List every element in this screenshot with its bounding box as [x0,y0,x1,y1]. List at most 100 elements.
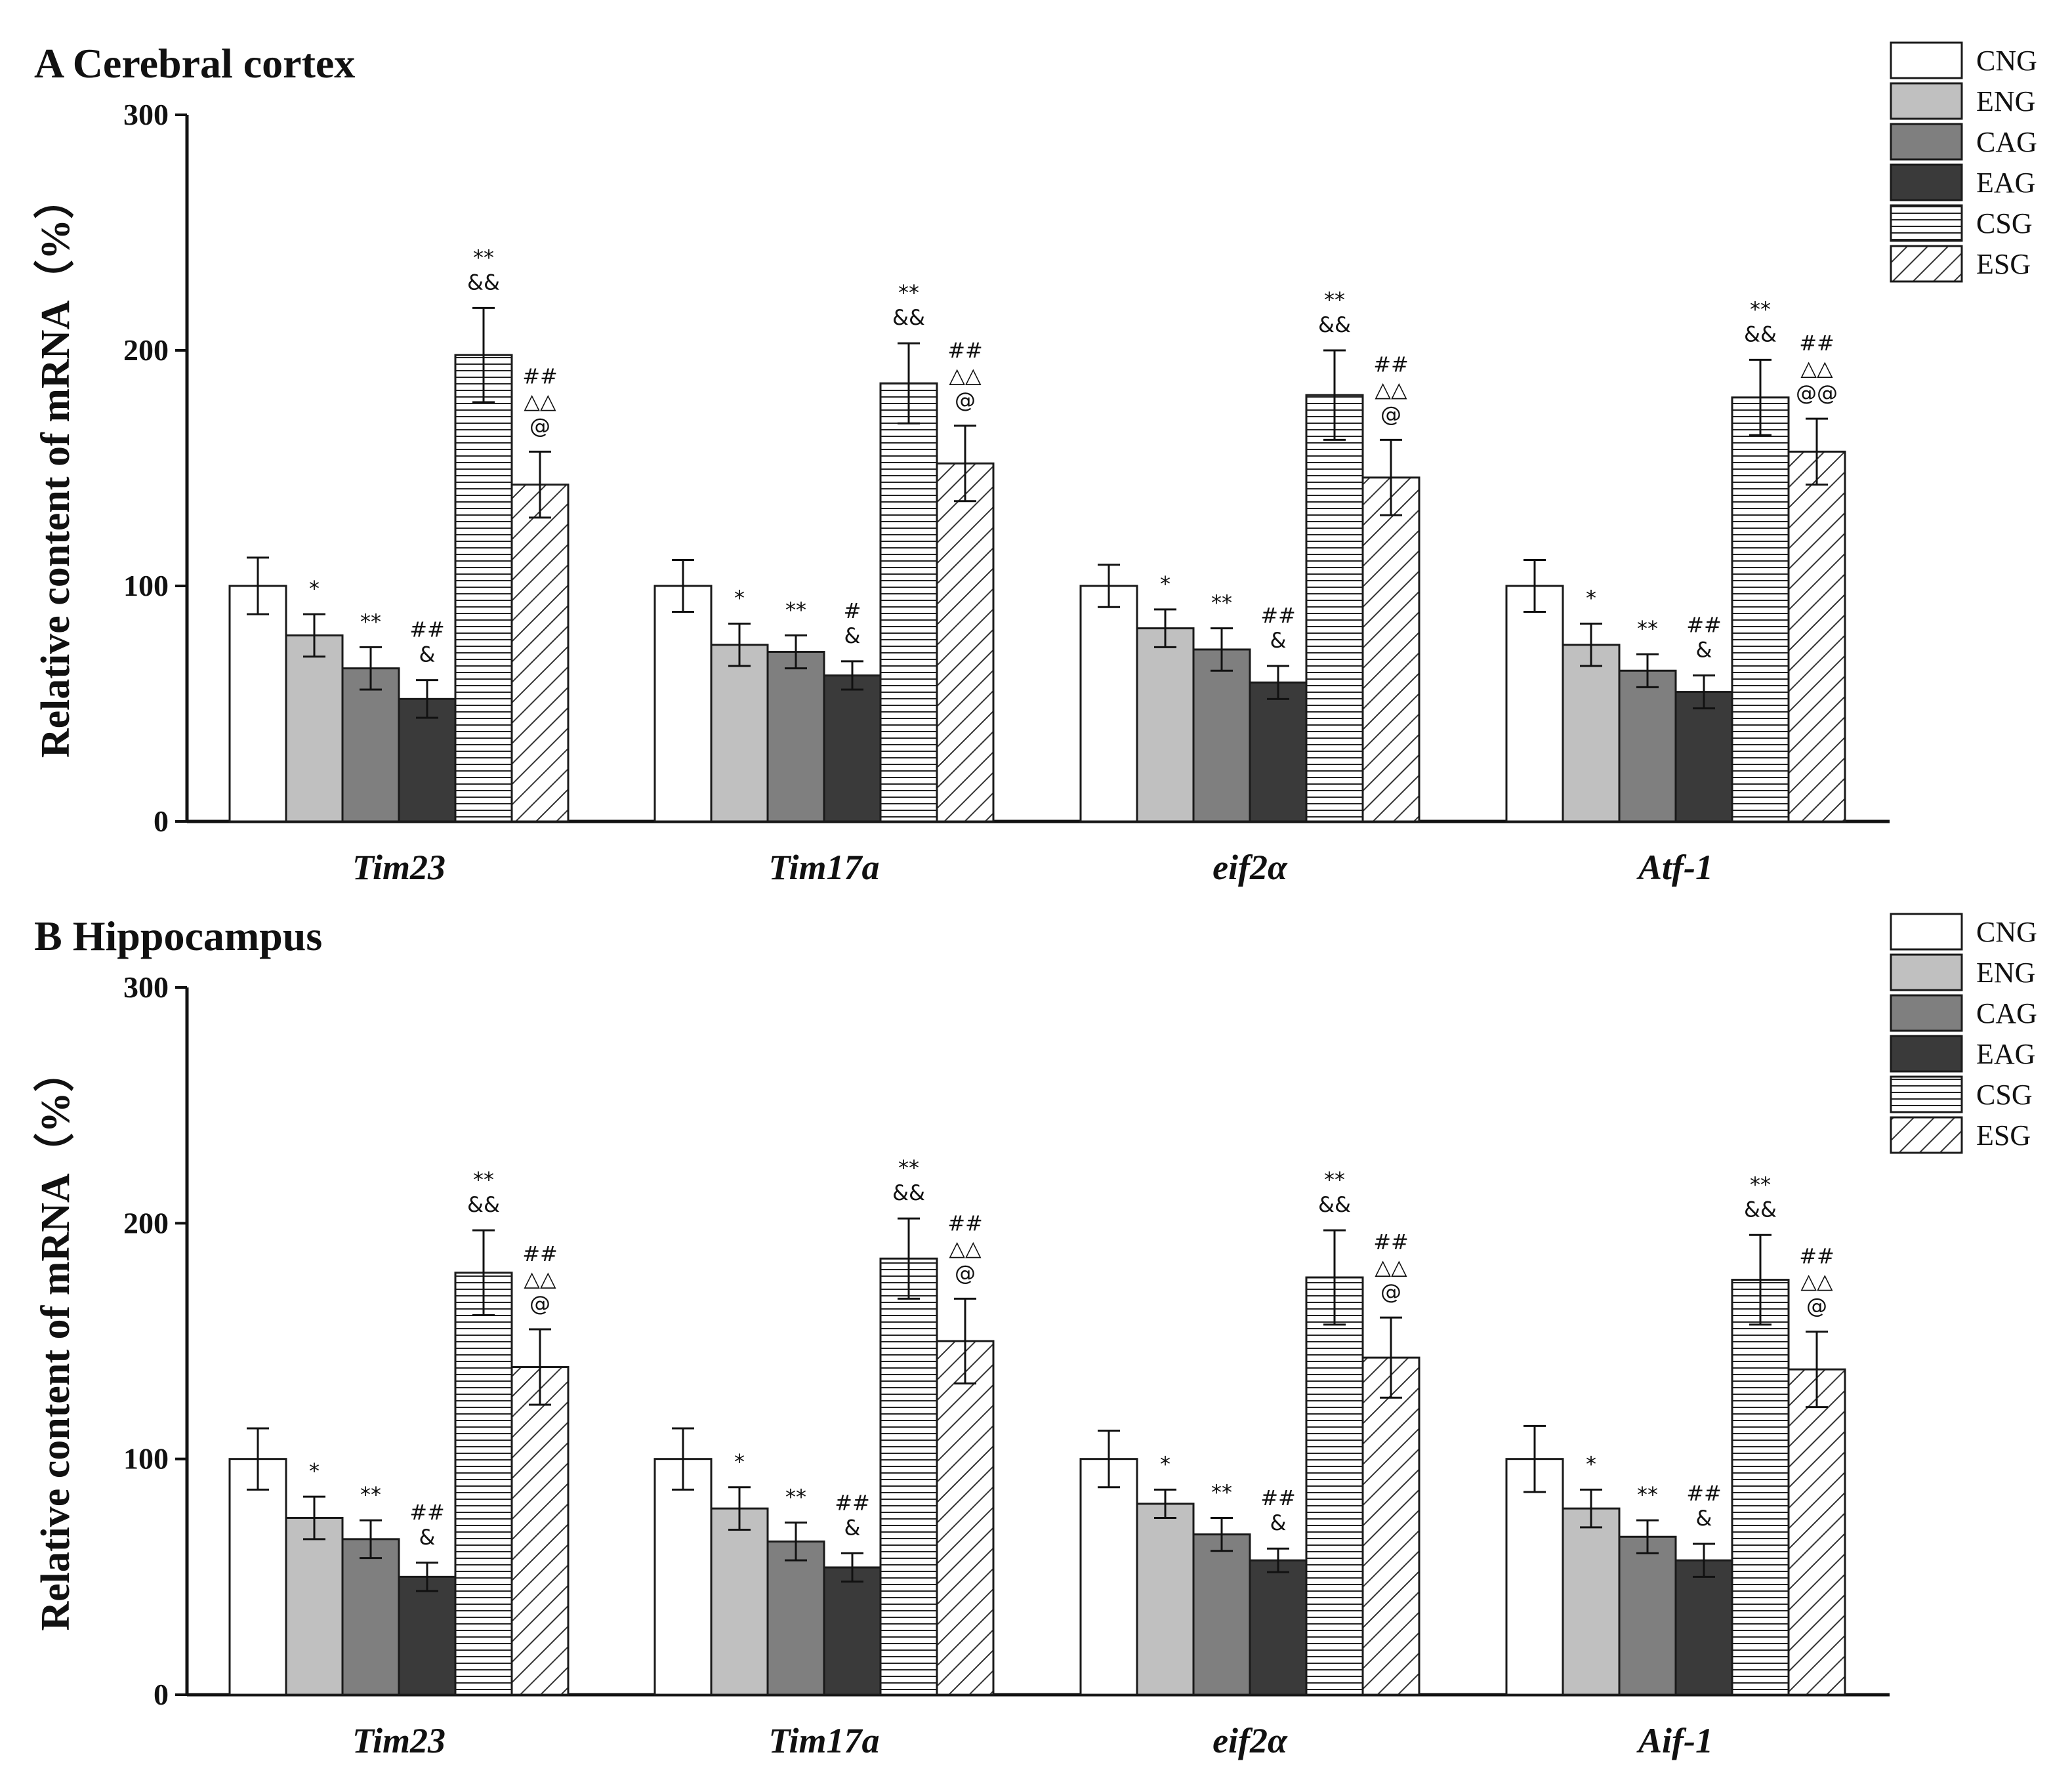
significance-marker: & [419,642,436,667]
bar-csg [1305,1276,1364,1696]
legend-label: ESG [1976,248,2031,280]
bar-cng [1079,1458,1138,1696]
bar-eng [1562,644,1621,823]
category-label: Tim17a [769,1721,880,1760]
significance-marker: ## [947,1211,983,1235]
significance-marker: ** [1211,591,1232,615]
chart-panel-b: B Hippocampus Relative content of mRNA（%）… [32,913,2037,1760]
bar-cag [766,1540,825,1696]
y-tick-label: 200 [123,1206,169,1239]
significance-marker: & [1696,1506,1712,1531]
panels: A Cerebral cortex Relative content of mRN… [32,40,2037,1760]
bar-eng [285,1517,344,1696]
significance-marker: ## [1799,331,1834,356]
significance-marker: * [1586,1451,1596,1476]
significance-marker: @ [529,1291,550,1316]
y-tick-label: 300 [123,98,169,131]
significance-marker: ** [1324,1167,1345,1192]
category-label: Tim23 [352,848,445,887]
legend-label: CSG [1976,207,2033,239]
bar-cng [653,1458,713,1696]
bar-eag [823,674,882,823]
significance-marker: ** [898,280,919,305]
legend-label: ENG [1976,85,2035,117]
bar-cng [1505,585,1564,823]
legend-label: ESG [1976,1119,2031,1151]
significance-marker: ## [1373,352,1409,377]
bar-eng [1562,1507,1621,1696]
significance-marker: ** [1750,1172,1771,1197]
significance-marker: △△ [1375,1254,1407,1279]
y-tick-label: 200 [123,333,169,367]
significance-marker: @ [529,413,550,438]
significance-marker: * [1586,585,1596,610]
legend-swatch-csg [1890,204,1963,242]
legend-label: CNG [1976,916,2037,948]
significance-marker: ## [835,1490,870,1515]
bar-eag [1249,1559,1308,1696]
y-axis-label: Relative content of mRNA（%） [32,178,78,758]
significance-marker: ## [1260,603,1296,628]
chart-panel-a: A Cerebral cortex Relative content of mRN… [32,40,2037,887]
bar-eng [710,644,769,823]
significance-marker: * [1160,1451,1171,1476]
bar-cng [1079,585,1138,823]
bar-esg [510,1366,570,1696]
legend-swatch-eng [1890,953,1963,991]
significance-marker: ** [1324,287,1345,312]
category-label: eif2α [1212,1721,1288,1760]
bar-eng [1136,627,1195,823]
legend-swatch-eag [1890,163,1963,201]
significance-marker: ** [785,1485,806,1510]
bar-eag [823,1566,882,1696]
legend-swatch-esg [1890,245,1963,283]
bar-csg [879,1257,938,1696]
legend-label: EAG [1976,167,2035,199]
bar-cng [228,585,287,823]
significance-marker: && [467,1192,500,1217]
bar-esg [1787,1368,1846,1696]
y-axis-label: Relative content of mRNA（%） [32,1051,78,1630]
y-tick-label: 100 [123,569,169,602]
legend-swatch-esg [1890,1116,1963,1154]
bar-cng [228,1458,287,1696]
significance-marker: ## [409,1500,445,1525]
significance-marker: ## [522,363,558,388]
bar-csg [1731,396,1790,823]
y-tick-label: 0 [154,1678,169,1711]
bar-csg [879,382,938,823]
significance-marker: @ [1380,1279,1401,1304]
bar-csg [1305,394,1364,823]
significance-marker: && [892,1180,925,1205]
significance-marker: @ [955,1260,976,1285]
legend-swatch-cng [1890,41,1963,79]
significance-marker: * [1160,571,1171,596]
significance-marker: ** [1750,297,1771,321]
bar-esg [1361,1356,1420,1696]
bar-csg [454,354,513,823]
y-tick-label: 300 [123,970,169,1004]
significance-marker: △△ [524,388,556,413]
significance-marker: ** [473,245,494,270]
bar-esg [936,1340,995,1696]
significance-marker: ** [360,1482,381,1507]
y-tick-label: 0 [154,804,169,838]
significance-marker: & [844,623,861,648]
legend-label: ENG [1976,957,2035,989]
bar-csg [1731,1279,1790,1696]
significance-marker: ## [1799,1244,1834,1269]
significance-marker: △△ [1375,377,1407,402]
bar-cng [653,585,713,823]
bar-esg [510,484,570,823]
bar-cag [1618,669,1677,823]
bar-eag [398,1575,457,1696]
significance-marker: * [309,1459,320,1483]
bar-esg [1361,476,1420,823]
bar-cag [1618,1535,1677,1696]
bar-eag [398,697,457,823]
legend-swatch-csg [1890,1075,1963,1113]
category-label: Tim23 [352,1721,445,1760]
significance-marker: △△ [1800,356,1833,381]
significance-marker: ** [473,1167,494,1192]
bar-cag [341,1538,400,1696]
